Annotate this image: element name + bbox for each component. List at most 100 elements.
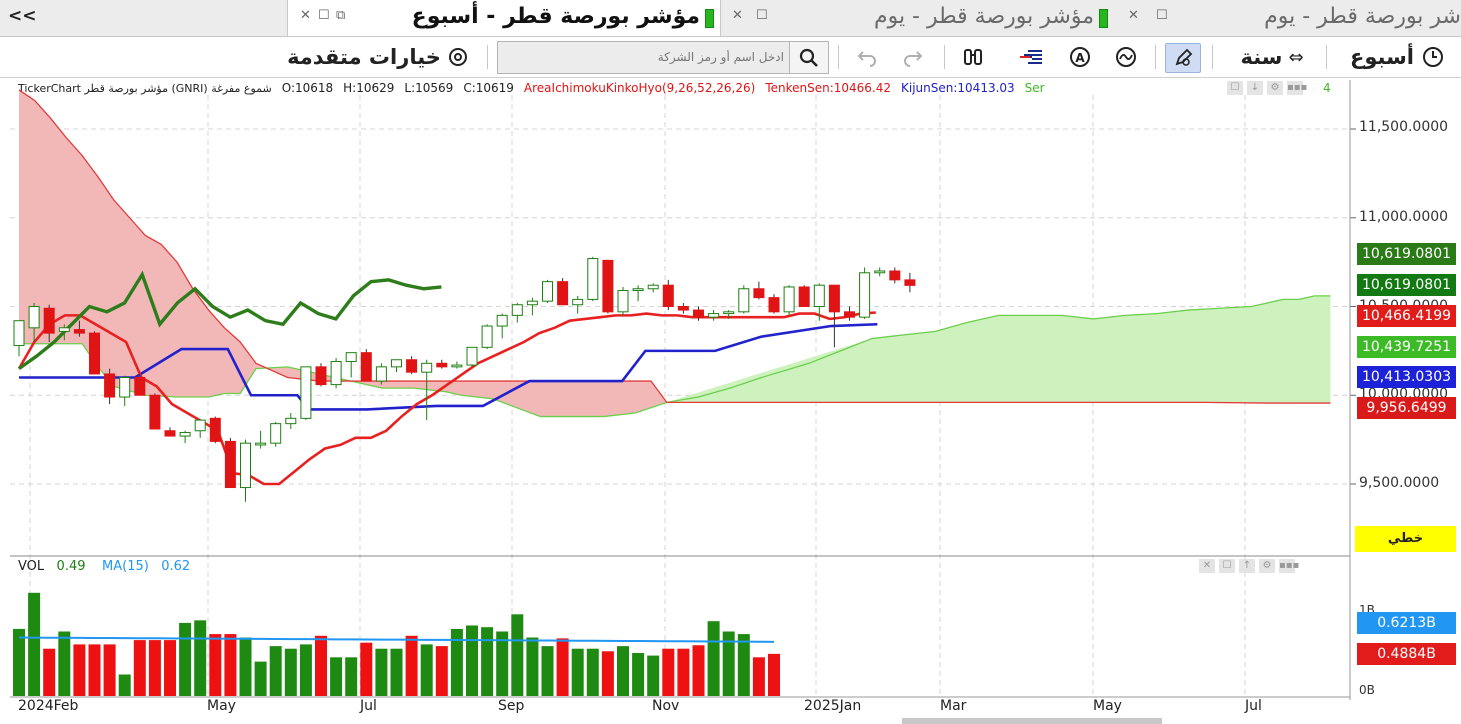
candle-down [557, 281, 569, 306]
panel-menu-icon[interactable]: ▪▪▪ [1279, 559, 1300, 573]
panel-down-icon[interactable]: ↓ [1247, 81, 1263, 95]
volume-bar [103, 644, 116, 696]
volume-bar [360, 642, 373, 696]
tab-daily[interactable]: ✕ ☐ مؤشر بورصة قطر - يوم [722, 0, 1114, 36]
maximize-icon[interactable]: ☐ [756, 8, 768, 23]
status-indicator [1099, 9, 1108, 28]
drawing-tool-button[interactable] [1165, 43, 1201, 73]
candle-up [285, 417, 297, 425]
volume-bar [254, 661, 267, 696]
candle-up [738, 288, 750, 313]
volume-bar [541, 646, 554, 696]
panel-settings-icon[interactable]: ⚙ [1267, 81, 1283, 95]
candle-down [43, 307, 55, 334]
high-value: H:10629 [343, 81, 395, 95]
indicators-button[interactable] [1110, 43, 1142, 71]
panel-maximize-icon[interactable]: ☐ [1227, 81, 1243, 95]
range-year-button[interactable]: سنة ⇔ [1226, 43, 1318, 71]
volume-bar [511, 614, 524, 696]
scale-mode-button[interactable]: خطي [1355, 526, 1456, 552]
candle-up [572, 298, 584, 306]
separator [487, 45, 488, 69]
tab-title: شر بورصة قطر - يوم [1264, 4, 1461, 29]
candle-up [511, 304, 523, 316]
maximize-icon[interactable]: ☐ [1156, 8, 1168, 23]
ichimoku-cloud [18, 89, 1331, 418]
candle-up [874, 270, 886, 274]
close-icon[interactable]: ✕ [1128, 8, 1139, 23]
y-tick: 11,500.0000 [1359, 119, 1449, 135]
panel-up-icon[interactable]: ↑ [1239, 559, 1255, 573]
alerts-button[interactable]: A [1064, 43, 1096, 71]
advanced-options-button[interactable]: خيارات متقدمة [282, 43, 474, 71]
detach-icon[interactable]: ⧉ [336, 8, 346, 23]
horizontal-scrollbar[interactable] [902, 718, 1162, 724]
candle-down [693, 309, 704, 318]
gear-icon [448, 48, 467, 66]
period-week-label: أسبوع [1350, 45, 1414, 69]
low-value: L:10569 [404, 81, 454, 95]
volume-bar [496, 631, 509, 696]
tab-weekly[interactable]: ✕ ☐ ⧉ مؤشر بورصة قطر - أسبوع [287, 0, 721, 36]
panel-menu-icon[interactable]: ▪▪▪ [1287, 81, 1308, 95]
x-tick: Mar [940, 698, 967, 714]
vol-value-label: 0.4884B [1357, 643, 1456, 665]
volume-bar [632, 653, 645, 696]
panel-maximize-icon[interactable]: ☐ [1219, 559, 1235, 573]
close-value: C:10619 [463, 81, 514, 95]
collapse-panel-button[interactable]: << [8, 6, 37, 26]
candle-up [391, 359, 402, 368]
period-week-button[interactable]: أسبوع [1338, 43, 1456, 71]
volume-bar [345, 657, 358, 696]
candle-up [28, 306, 40, 329]
search-input[interactable] [504, 45, 784, 69]
tenkan-value: TenkenSen:10466.42 [765, 81, 892, 95]
x-tick: Jul [360, 698, 377, 714]
x-tick: 2025Jan [804, 698, 862, 714]
maximize-icon[interactable]: ☐ [318, 8, 330, 23]
redo-button[interactable] [896, 43, 928, 71]
price-label-tenkan: 10,466.4199 [1357, 305, 1456, 327]
undo-icon [857, 51, 876, 67]
candle-down [360, 352, 372, 382]
candle-down [602, 259, 614, 313]
close-icon[interactable]: ✕ [300, 8, 311, 23]
candle-down [753, 288, 765, 299]
volume-bar [88, 644, 101, 696]
grid [10, 95, 1356, 697]
compare-button[interactable] [958, 43, 988, 71]
candle-up [617, 290, 629, 313]
candle-up [270, 423, 282, 444]
candle-down [209, 417, 221, 442]
volume-bar [284, 648, 297, 696]
panel-close-icon[interactable]: ✕ [1199, 559, 1215, 573]
x-tick: May [1093, 698, 1122, 714]
candle-up [179, 432, 191, 437]
undo-button[interactable] [852, 43, 884, 71]
volume-bar [224, 634, 237, 696]
levels-icon [1020, 50, 1042, 64]
volume-bar [209, 634, 222, 696]
volume-bar [601, 651, 614, 696]
volume-ma-line [18, 636, 775, 643]
volume-bar [13, 628, 25, 696]
candle-up [194, 419, 206, 432]
volume-bar [692, 645, 705, 696]
volume-bar [466, 625, 478, 696]
volume-bar [28, 592, 41, 696]
close-icon[interactable]: ✕ [732, 8, 743, 23]
volume-bar [677, 648, 690, 696]
candle-down [406, 359, 418, 373]
volume-bar [194, 620, 207, 696]
volume-bars [13, 592, 780, 696]
search-button[interactable] [789, 42, 828, 73]
panel-settings-icon[interactable]: ⚙ [1259, 559, 1275, 573]
tenkan-sen-line [17, 311, 876, 486]
range-arrows-icon: ⇔ [1288, 46, 1304, 68]
ma-value: 0.62 [161, 559, 191, 574]
volume-bar [617, 646, 629, 696]
tab-daily-2[interactable]: ✕ ☐ شر بورصة قطر - يوم [1116, 0, 1461, 36]
levels-button[interactable] [1016, 43, 1048, 71]
indicator-name: AreaIchimokuKinkoHyo(9,26,52,26,26) [523, 81, 756, 95]
